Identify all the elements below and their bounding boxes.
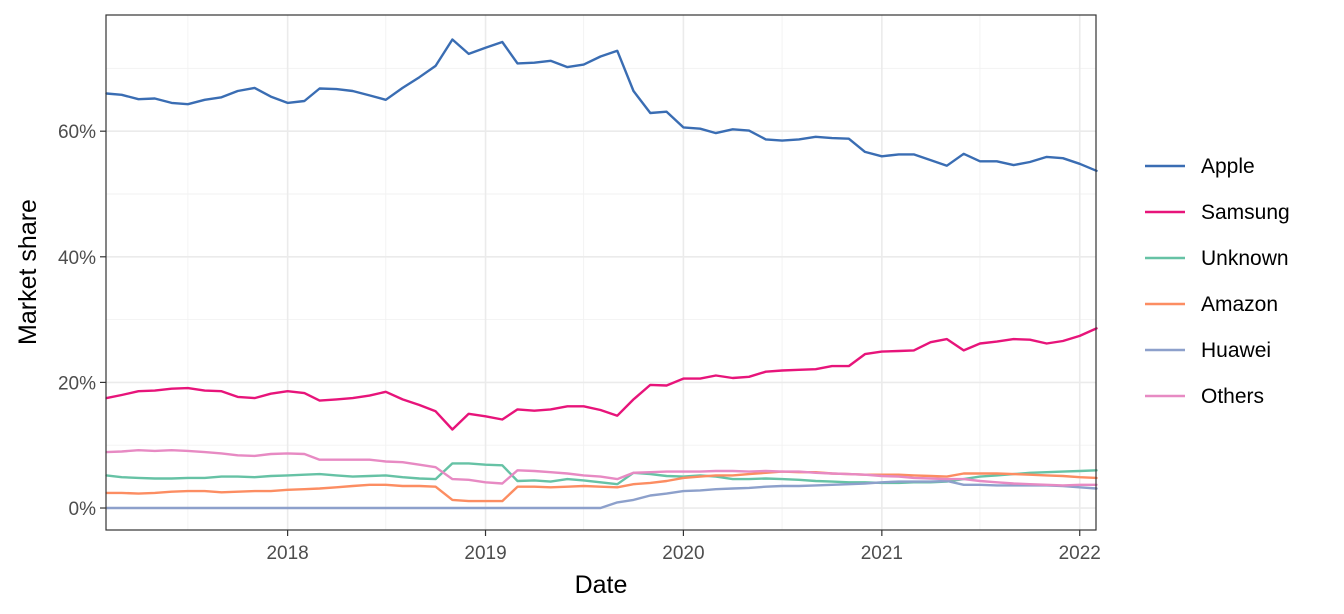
x-tick-label: 2020 [662, 543, 704, 564]
legend-label-amazon: Amazon [1201, 293, 1278, 316]
plot-background [106, 15, 1096, 530]
x-tick-label: 2021 [861, 543, 903, 564]
y-axis-title: Market share [14, 199, 42, 345]
x-axis-title: Date [575, 571, 628, 599]
x-axis: 2018 2019 2020 2021 2022 [266, 530, 1101, 564]
legend-label-apple: Apple [1201, 155, 1255, 178]
legend: Apple Samsung Unknown Amazon Huawei Others [1145, 155, 1290, 408]
y-tick-label: 20% [58, 373, 96, 394]
y-tick-label: 0% [69, 499, 97, 520]
y-axis: 0% 20% 40% 60% [58, 122, 106, 520]
grid-major [106, 15, 1096, 530]
legend-label-unknown: Unknown [1201, 247, 1289, 270]
series-line-huawei [105, 479, 1098, 510]
x-tick-label: 2019 [464, 543, 506, 564]
plot-border [105, 14, 1097, 531]
x-tick-label: 2022 [1059, 543, 1101, 564]
series-line-others [105, 449, 1098, 487]
y-tick-label: 40% [58, 248, 96, 269]
series-line-amazon [105, 470, 1098, 503]
series-line-apple [105, 38, 1098, 173]
legend-label-huawei: Huawei [1201, 339, 1271, 362]
legend-label-samsung: Samsung [1201, 201, 1290, 224]
legend-label-others: Others [1201, 385, 1264, 408]
series-line-samsung [105, 327, 1098, 431]
x-tick-label: 2018 [266, 543, 308, 564]
y-tick-label: 60% [58, 122, 96, 143]
series-lines [105, 38, 1098, 510]
